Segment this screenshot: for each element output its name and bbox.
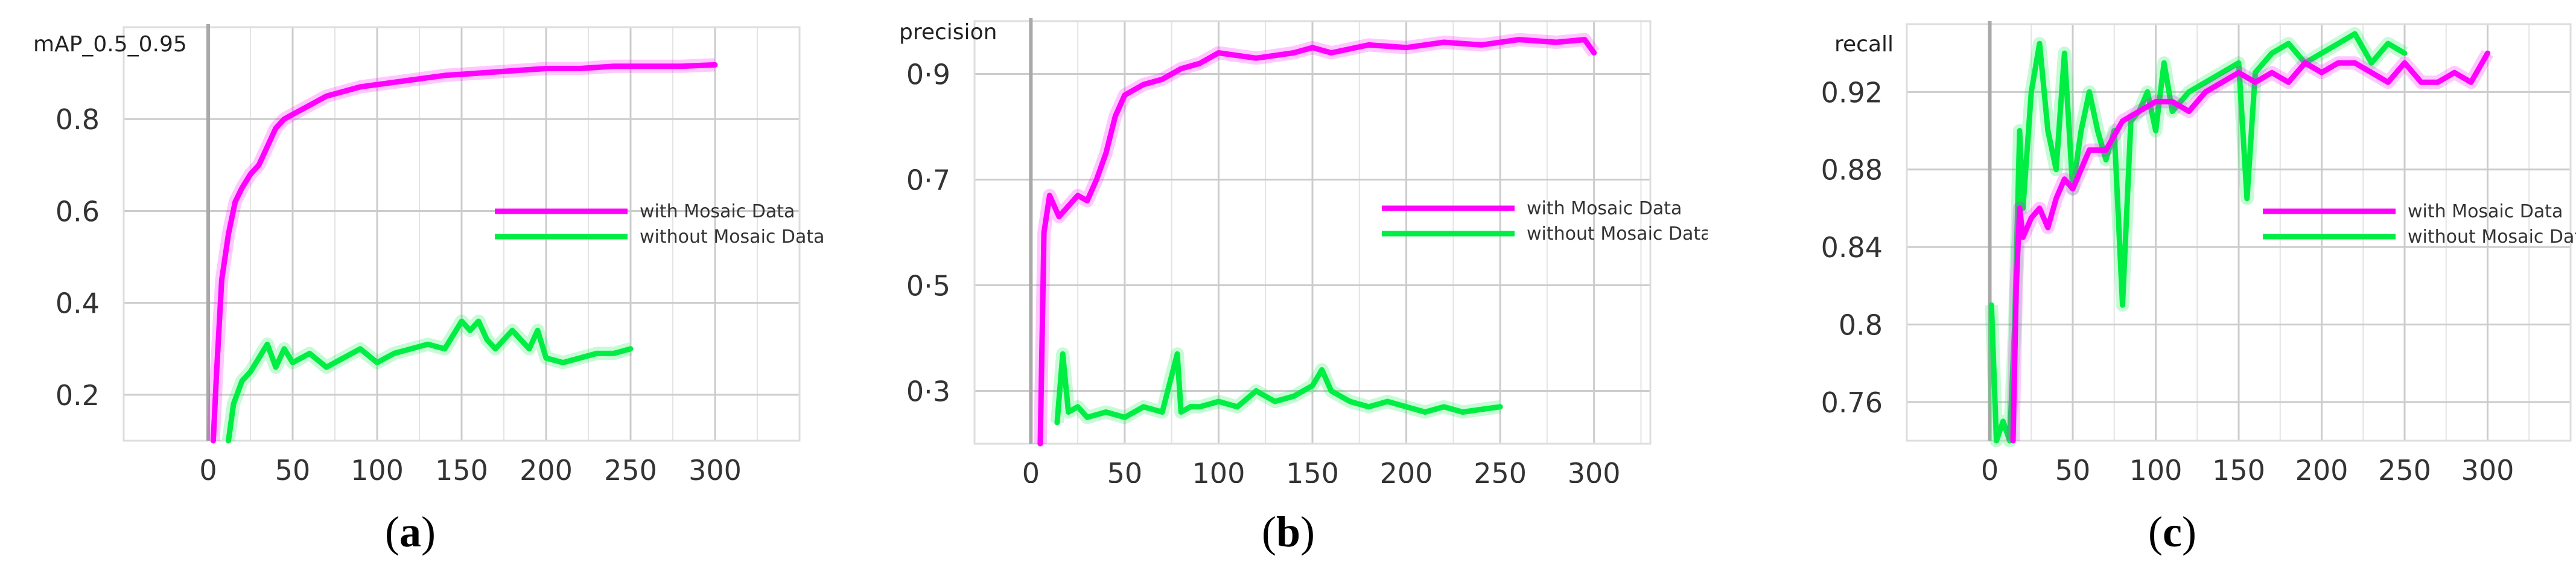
legend-label: without Mosaic Data bbox=[1527, 223, 1708, 245]
series-line bbox=[1037, 37, 1597, 447]
y-tick-label: 0.84 bbox=[1821, 231, 1883, 264]
x-tick-label: 0 bbox=[1022, 457, 1040, 483]
y-tick-label: 0.4 bbox=[56, 287, 100, 320]
x-tick-label: 100 bbox=[1192, 457, 1245, 483]
x-tick-label: 50 bbox=[275, 454, 311, 483]
chart-panel-b: 0·3 0·5 0·7 0·9 0 50 100 150 200 250 300 precision w… bbox=[863, 0, 1708, 483]
x-tick-label: 250 bbox=[604, 454, 657, 483]
legend-label: with Mosaic Data bbox=[640, 201, 795, 222]
x-tick-label: 50 bbox=[1107, 457, 1143, 483]
y-tick-label: 0.92 bbox=[1821, 76, 1883, 109]
legend-label: without Mosaic Data bbox=[640, 226, 825, 248]
series-line bbox=[226, 318, 634, 444]
x-tick-label: 150 bbox=[1286, 457, 1339, 483]
y-tick-label: 0.76 bbox=[1821, 386, 1883, 419]
series-line bbox=[210, 62, 718, 444]
caption-a-letter: a bbox=[399, 508, 421, 556]
chart-title: recall bbox=[1834, 32, 1894, 57]
series-line bbox=[1054, 351, 1503, 426]
chart-title: precision bbox=[899, 20, 997, 45]
chart-a-svg: 0.2 0.4 0.6 0.8 0 50 100 150 200 250 300 mAP_0.5_0.… bbox=[33, 24, 825, 483]
chart-panel-a: 0.2 0.4 0.6 0.8 0 50 100 150 200 250 300 mAP_0.5_0.… bbox=[0, 0, 845, 483]
chart-panel-c: 0.76 0.8 0.84 0.88 0.92 0 50 100 150 200 250 300 rec… bbox=[1738, 0, 2576, 483]
x-tick-label: 150 bbox=[2212, 454, 2265, 483]
series-raw-line bbox=[221, 315, 632, 442]
y-tick-label: 0.8 bbox=[56, 103, 100, 136]
y-tick-label: 0·9 bbox=[906, 59, 950, 91]
x-tick-label: 0 bbox=[199, 454, 217, 483]
y-tick-label: 0.6 bbox=[56, 195, 100, 228]
series-line bbox=[2010, 50, 2490, 444]
x-tick-label: 300 bbox=[1568, 457, 1621, 483]
y-tick-label: 0·7 bbox=[906, 164, 950, 197]
caption-b: (b) bbox=[1261, 508, 1315, 556]
x-tick-label: 200 bbox=[520, 454, 573, 483]
x-tick-label: 50 bbox=[2055, 454, 2091, 483]
chart-c-svg: 0.76 0.8 0.84 0.88 0.92 0 50 100 150 200 250 300 rec… bbox=[1821, 21, 2576, 483]
y-tick-label: 0.2 bbox=[56, 379, 100, 412]
plot-frame bbox=[1906, 23, 2572, 442]
chart-b-svg: 0·3 0·5 0·7 0·9 0 50 100 150 200 250 300 precision w… bbox=[899, 18, 1708, 483]
caption-c-letter: c bbox=[2163, 508, 2182, 556]
y-tick-label: 0·3 bbox=[906, 376, 950, 408]
x-tick-label: 100 bbox=[2129, 454, 2183, 483]
plot-frame bbox=[122, 26, 801, 442]
caption-c: (c) bbox=[2148, 508, 2196, 556]
caption-a: (a) bbox=[385, 508, 436, 556]
chart-title: mAP_0.5_0.95 bbox=[33, 32, 187, 57]
x-tick-label: 300 bbox=[689, 454, 742, 483]
x-tick-label: 200 bbox=[2295, 454, 2349, 483]
legend-label: with Mosaic Data bbox=[2408, 201, 2563, 222]
y-tick-label: 0.8 bbox=[1839, 309, 1883, 341]
y-tick-label: 0.88 bbox=[1821, 154, 1883, 187]
x-tick-label: 250 bbox=[2378, 454, 2431, 483]
caption-b-letter: b bbox=[1276, 508, 1301, 556]
plot-frame bbox=[973, 20, 1652, 445]
y-tick-label: 0·5 bbox=[906, 270, 950, 302]
x-tick-label: 100 bbox=[351, 454, 404, 483]
legend-label: without Mosaic Data bbox=[2408, 226, 2576, 248]
series-raw-line bbox=[206, 58, 716, 441]
x-tick-label: 0 bbox=[1981, 454, 1999, 483]
x-tick-label: 250 bbox=[1474, 457, 1527, 483]
x-tick-label: 150 bbox=[435, 454, 488, 483]
x-tick-label: 300 bbox=[2461, 454, 2514, 483]
x-tick-label: 200 bbox=[1380, 457, 1433, 483]
legend-label: with Mosaic Data bbox=[1527, 198, 1682, 219]
